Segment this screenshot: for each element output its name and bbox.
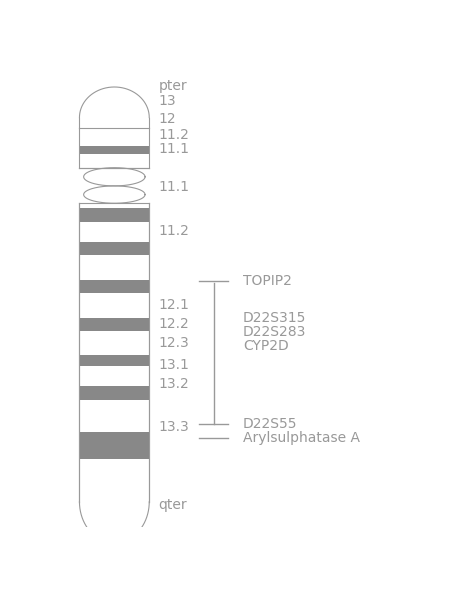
Text: D22S283: D22S283 bbox=[243, 325, 306, 339]
Text: 11.2: 11.2 bbox=[158, 128, 189, 142]
Text: D22S55: D22S55 bbox=[243, 417, 297, 432]
Text: 11.1: 11.1 bbox=[158, 143, 190, 156]
Bar bbox=[80, 243, 149, 255]
Text: 11.2: 11.2 bbox=[158, 224, 189, 239]
Text: TOPIP2: TOPIP2 bbox=[243, 274, 292, 288]
Text: qter: qter bbox=[158, 498, 187, 512]
Text: 12: 12 bbox=[158, 112, 176, 126]
Text: 11.1: 11.1 bbox=[158, 181, 190, 194]
Text: Arylsulphatase A: Arylsulphatase A bbox=[243, 430, 360, 445]
Bar bbox=[80, 432, 149, 459]
Polygon shape bbox=[80, 87, 149, 118]
Text: 12.3: 12.3 bbox=[158, 336, 189, 350]
Polygon shape bbox=[80, 502, 149, 543]
Text: 13.2: 13.2 bbox=[158, 377, 189, 391]
Text: 12.1: 12.1 bbox=[158, 298, 189, 312]
Bar bbox=[80, 318, 149, 331]
Bar bbox=[80, 387, 149, 400]
Bar bbox=[80, 208, 149, 223]
Text: 13.1: 13.1 bbox=[158, 358, 189, 372]
Text: D22S315: D22S315 bbox=[243, 311, 306, 325]
Text: pter: pter bbox=[158, 79, 187, 92]
Bar bbox=[80, 203, 149, 502]
Bar bbox=[80, 280, 149, 292]
Polygon shape bbox=[83, 186, 145, 203]
Bar bbox=[80, 127, 149, 168]
Bar bbox=[80, 146, 149, 154]
Bar bbox=[80, 355, 149, 366]
Text: 13.3: 13.3 bbox=[158, 420, 189, 433]
Polygon shape bbox=[83, 168, 145, 186]
Bar bbox=[80, 118, 149, 127]
Text: 13: 13 bbox=[158, 94, 176, 108]
Text: 12.2: 12.2 bbox=[158, 317, 189, 331]
Text: CYP2D: CYP2D bbox=[243, 339, 289, 353]
